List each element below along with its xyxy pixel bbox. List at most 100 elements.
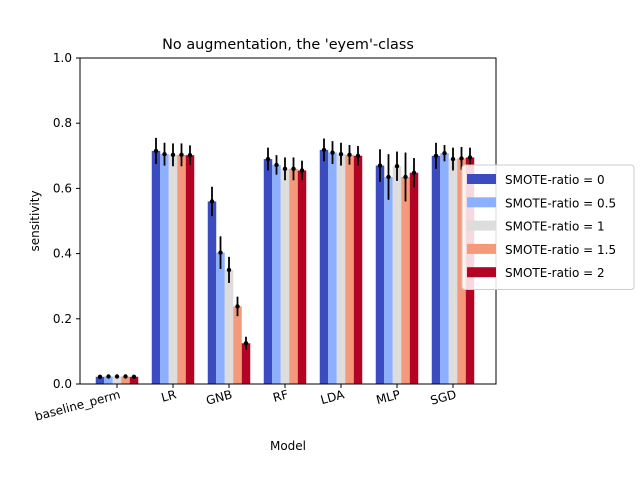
error-bar-point	[321, 147, 327, 153]
x-tick-label: LR	[160, 387, 178, 404]
error-bar-point	[243, 341, 249, 346]
legend: SMOTE-ratio = 0 SMOTE-ratio = 0.5 SMOTE-ra…	[461, 164, 635, 290]
error-bar-point	[153, 148, 159, 154]
legend-label: SMOTE-ratio = 0.5	[505, 196, 616, 210]
bar	[185, 155, 195, 384]
bar	[168, 154, 178, 384]
error-bar-point	[291, 166, 296, 172]
bar	[177, 154, 186, 384]
legend-swatch	[467, 267, 496, 278]
bar	[224, 269, 234, 384]
bar	[216, 252, 225, 384]
error-bar-point	[347, 152, 352, 158]
y-axis-label: sensitivity	[28, 190, 42, 251]
error-bar-point	[411, 170, 417, 175]
bar	[401, 176, 410, 384]
error-bar-point	[442, 150, 447, 156]
y-tick-label: 0.4	[53, 247, 72, 261]
error-bar-point	[170, 152, 176, 158]
error-bar-point	[162, 151, 167, 157]
error-bar-point	[330, 150, 335, 155]
error-bar-point	[114, 374, 120, 379]
error-bar-point	[433, 153, 439, 158]
bar	[448, 159, 458, 384]
error-bar-point	[450, 156, 456, 162]
bar	[272, 164, 281, 384]
bar	[289, 168, 298, 384]
legend-box	[461, 164, 635, 290]
bar	[384, 176, 393, 384]
legend-label: SMOTE-ratio = 1.5	[505, 243, 616, 257]
bar	[233, 306, 242, 384]
bar	[319, 149, 329, 384]
x-tick-label: LDA	[319, 387, 346, 407]
error-bar-point	[394, 164, 400, 169]
error-bar-point	[377, 163, 383, 168]
bar	[375, 165, 385, 384]
legend-swatch	[467, 174, 496, 184]
legend-label: SMOTE-ratio = 2	[505, 266, 605, 280]
bar	[121, 376, 130, 384]
bar	[440, 153, 449, 384]
error-bars-layer	[97, 137, 473, 380]
x-tick-label: RF	[271, 387, 289, 404]
error-bar-point	[226, 267, 232, 273]
y-tick-label: 0.0	[53, 377, 72, 391]
error-bar-point	[235, 304, 240, 309]
bar	[112, 376, 122, 384]
bar	[409, 172, 419, 384]
bar	[345, 154, 354, 384]
y-tick-label: 0.2	[53, 312, 72, 326]
bar	[151, 150, 161, 384]
error-bar-point	[187, 152, 193, 158]
bar	[241, 343, 251, 384]
bar	[336, 154, 346, 384]
bar	[95, 376, 105, 384]
y-axis: 0.0 0.2 0.4 0.6 0.8 1.0	[53, 51, 80, 391]
bar	[431, 155, 441, 384]
y-tick-label: 1.0	[53, 51, 72, 65]
x-axis-label: Model	[270, 439, 306, 453]
x-tick-label: MLP	[375, 387, 402, 407]
error-bar-point	[179, 152, 184, 158]
bar	[263, 159, 273, 384]
x-tick-label: baseline_perm	[33, 387, 121, 423]
error-bar-point	[355, 153, 361, 158]
error-bar-point	[265, 156, 271, 162]
bar	[207, 201, 217, 384]
error-bar-point	[299, 168, 305, 173]
x-tick-label: SGD	[429, 387, 458, 407]
bar	[160, 154, 169, 384]
bar	[328, 152, 337, 384]
bar	[392, 166, 402, 384]
error-bar-point	[209, 199, 215, 204]
error-bar-point	[403, 174, 408, 180]
bar	[353, 155, 363, 384]
y-tick-label: 0.6	[53, 181, 72, 195]
legend-label: SMOTE-ratio = 1	[505, 220, 605, 234]
bar	[280, 168, 290, 384]
legend-label: SMOTE-ratio = 0	[505, 173, 605, 187]
error-bar-point	[459, 156, 464, 161]
bar	[104, 376, 113, 384]
bar	[129, 376, 139, 384]
x-tick-label: GNB	[205, 387, 234, 407]
bars-layer	[95, 149, 475, 384]
error-bar-point	[467, 155, 473, 160]
error-bar-point	[218, 250, 223, 255]
y-tick-label: 0.8	[53, 116, 72, 130]
error-bar-point	[97, 374, 103, 380]
error-bar-point	[131, 374, 137, 380]
x-axis: baseline_perm LR GNB RF LDA MLP SGD	[33, 384, 458, 424]
legend-swatch	[467, 220, 496, 231]
legend-swatch	[467, 197, 496, 208]
error-bar-point	[338, 151, 344, 157]
error-bar-point	[123, 374, 128, 379]
error-bar-point	[106, 374, 111, 379]
error-bar-point	[274, 162, 279, 168]
error-bar-point	[282, 166, 288, 172]
chart-title: No augmentation, the 'eyem'-class	[162, 37, 414, 53]
error-bar-point	[386, 174, 391, 180]
legend-swatch	[467, 243, 496, 254]
